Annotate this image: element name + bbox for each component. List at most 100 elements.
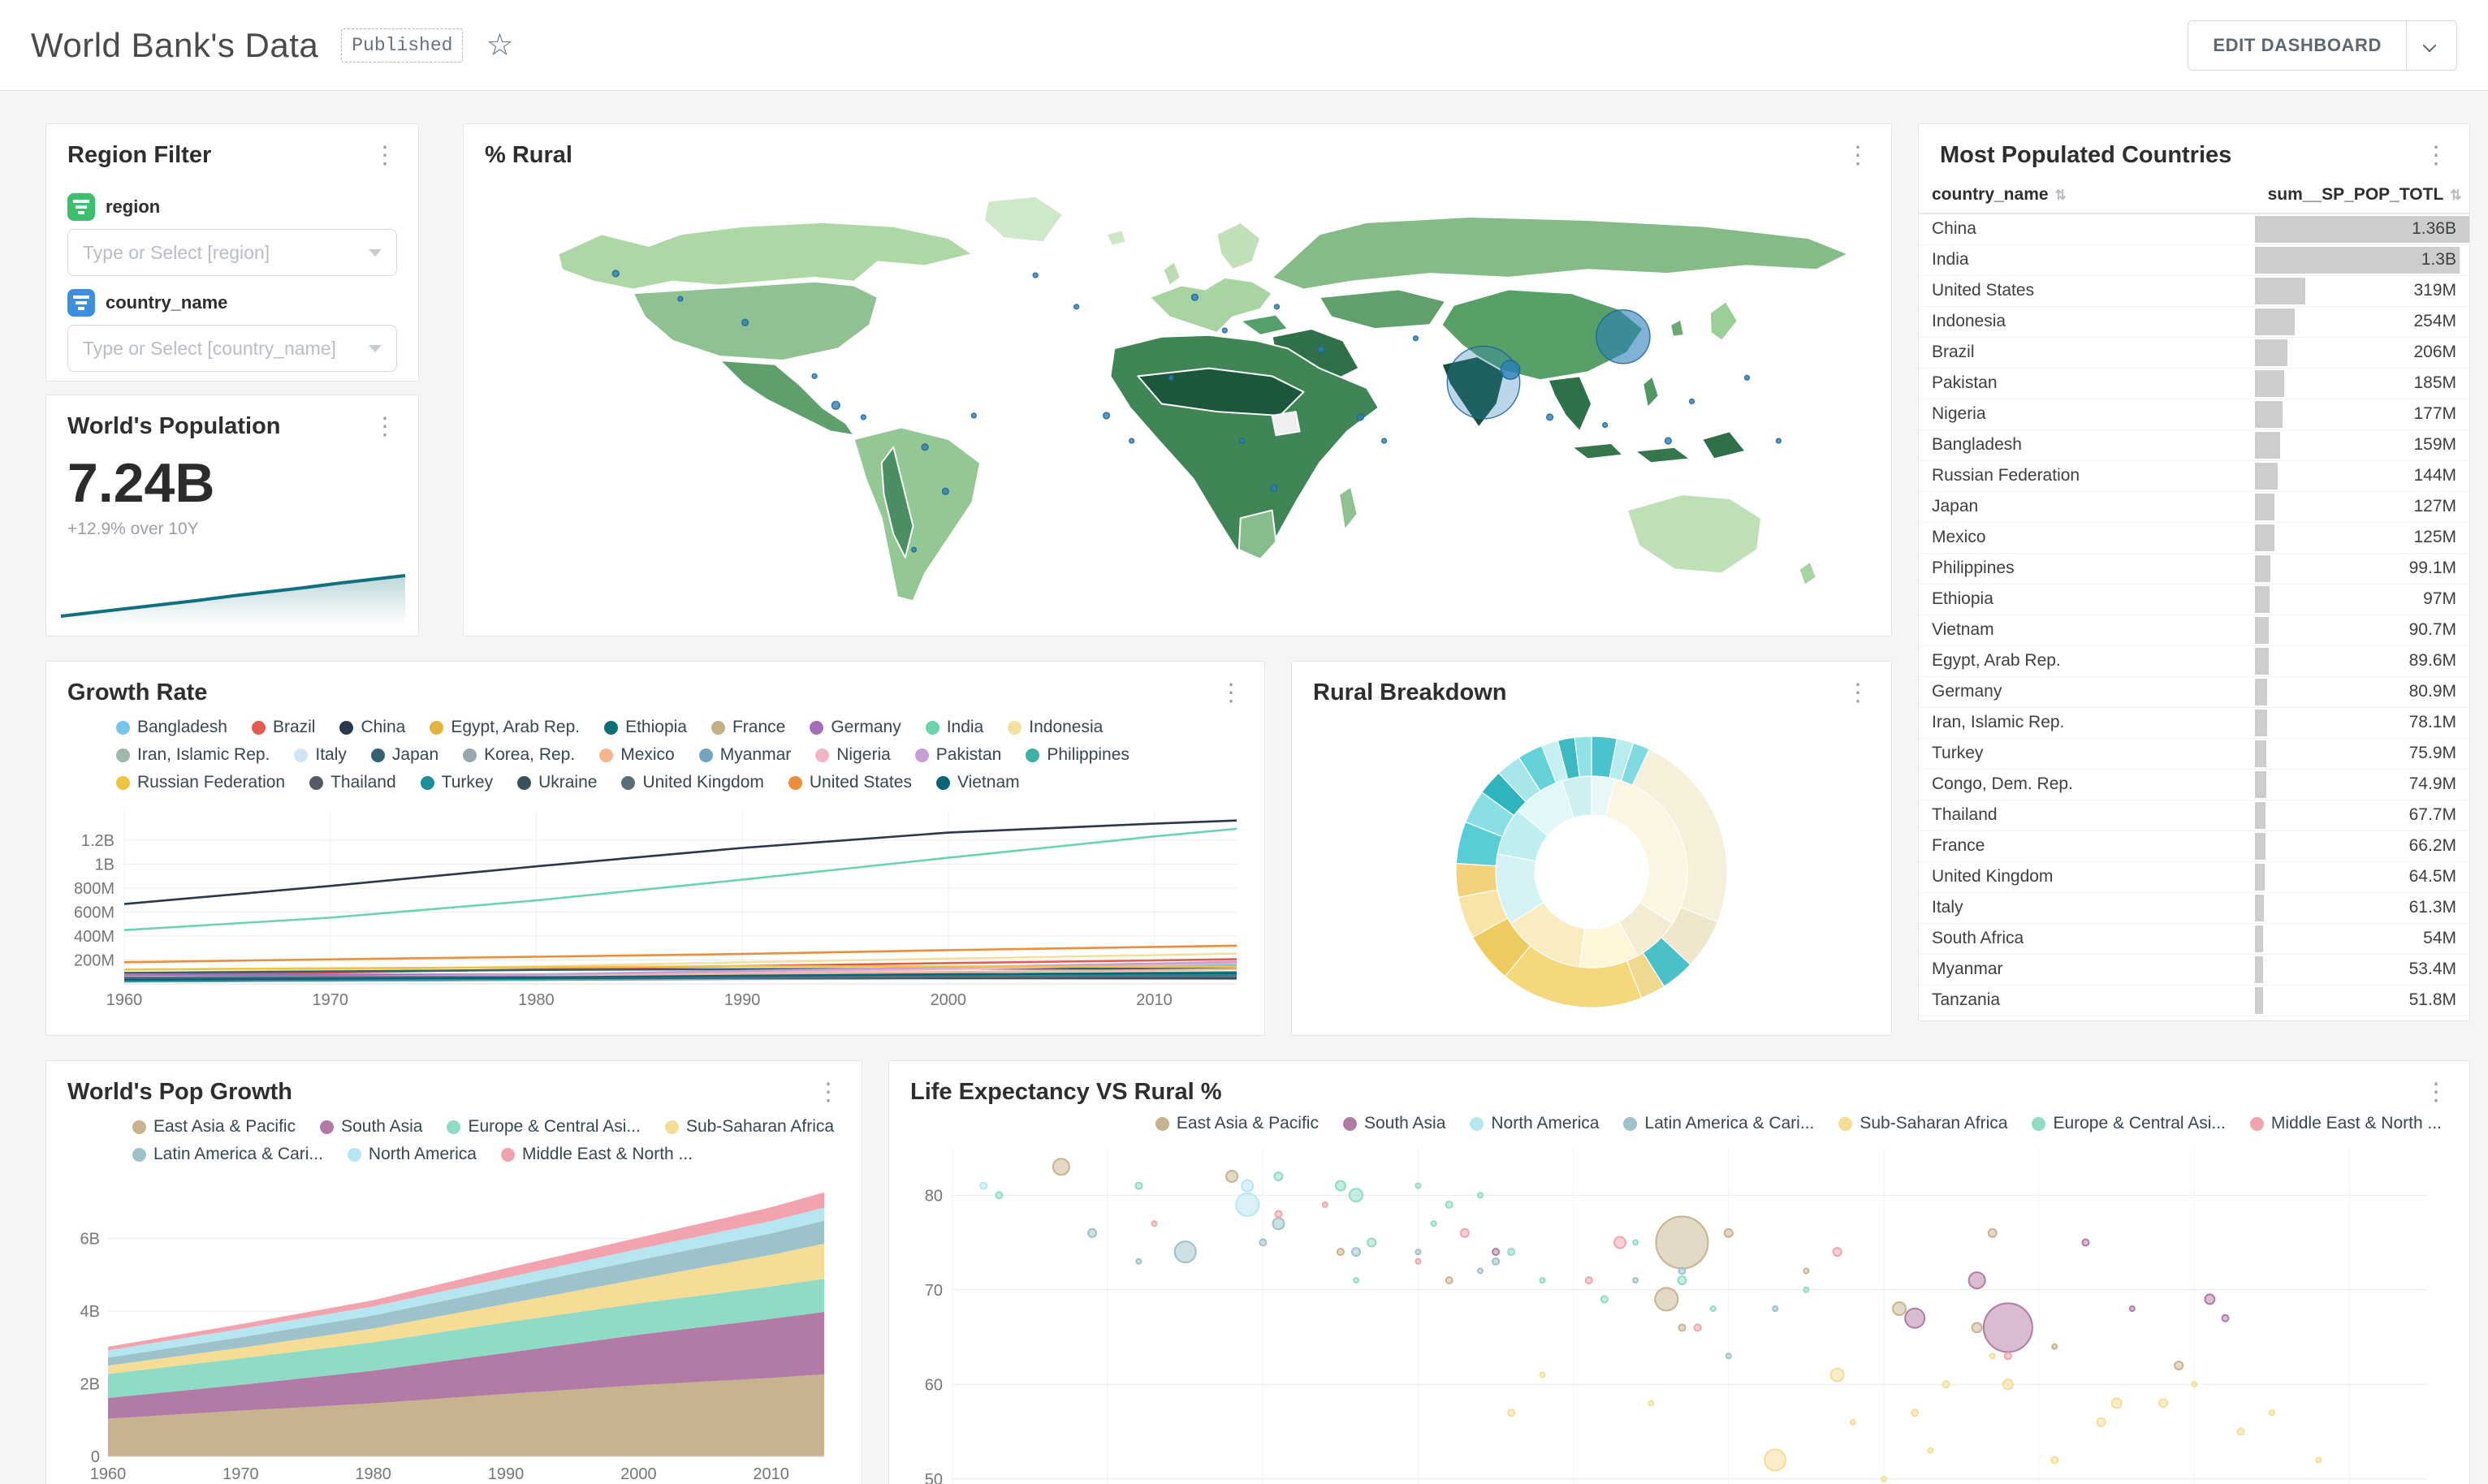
bubble[interactable] xyxy=(1415,1182,1422,1189)
bubble[interactable] xyxy=(2204,1293,2216,1305)
region-south-africa[interactable] xyxy=(1238,509,1277,560)
series-line[interactable] xyxy=(123,972,1238,981)
map-bubble[interactable] xyxy=(921,443,929,451)
more-options-icon[interactable]: ⋮ xyxy=(2424,1078,2448,1106)
map-bubble[interactable] xyxy=(1596,309,1651,365)
bubble[interactable] xyxy=(1272,1217,1285,1231)
bubble[interactable] xyxy=(2315,1456,2322,1464)
legend-item[interactable]: India xyxy=(925,718,983,737)
map-bubble[interactable] xyxy=(1775,438,1782,444)
bubble[interactable] xyxy=(1677,1275,1687,1286)
edit-dashboard-button[interactable]: EDIT DASHBOARD xyxy=(2188,19,2407,71)
growth-rate-chart[interactable]: 1960 1970 1980 1990 2000 2010 200M 400M 600M 800M… xyxy=(63,802,1245,1012)
legend-item[interactable]: Iran, Islamic Rep. xyxy=(116,745,270,765)
bubble[interactable] xyxy=(2236,1427,2245,1436)
bubble[interactable] xyxy=(1321,1201,1328,1208)
bubble[interactable] xyxy=(1151,1220,1158,1227)
bubble[interactable] xyxy=(2110,1397,2123,1409)
map-bubble[interactable] xyxy=(1032,272,1039,278)
table-row[interactable]: Congo, Dem. Rep. 74.9M xyxy=(1919,769,2469,800)
legend-item[interactable]: Europe & Central Asi... xyxy=(2032,1114,2226,1133)
legend-item[interactable]: Europe & Central Asi... xyxy=(447,1117,641,1137)
region-united-states[interactable] xyxy=(632,280,879,361)
bubble[interactable] xyxy=(2096,1417,2106,1427)
map-bubble[interactable] xyxy=(1356,413,1365,421)
map-bubble[interactable] xyxy=(1239,438,1246,444)
more-options-icon[interactable]: ⋮ xyxy=(1219,679,1243,706)
table-row[interactable]: Pakistan 185M xyxy=(1919,368,2469,399)
legend-item[interactable]: Middle East & North ... xyxy=(500,1145,693,1164)
bubble[interactable] xyxy=(2174,1360,2184,1370)
legend-item[interactable]: Pakistan xyxy=(914,745,1001,765)
series-line[interactable] xyxy=(123,827,1238,932)
favorite-star-icon[interactable]: ☆ xyxy=(486,28,514,63)
map-bubble[interactable] xyxy=(1500,360,1521,380)
table-row[interactable]: Thailand 67.7M xyxy=(1919,800,2469,831)
legend-item[interactable]: France xyxy=(711,718,785,737)
bubble[interactable] xyxy=(1632,1277,1639,1284)
bubble[interactable] xyxy=(2191,1381,2198,1388)
map-bubble[interactable] xyxy=(1412,335,1419,342)
region-india[interactable] xyxy=(1441,356,1506,429)
bubble[interactable] xyxy=(1351,1247,1362,1258)
bubble[interactable] xyxy=(1880,1475,1887,1482)
map-bubble[interactable] xyxy=(860,414,866,421)
area-series[interactable] xyxy=(108,1311,824,1419)
region-china[interactable] xyxy=(1441,288,1644,382)
legend-item[interactable]: South Asia xyxy=(320,1117,422,1137)
legend-item[interactable]: Bangladesh xyxy=(116,718,227,737)
region-select[interactable]: Type or Select [region] xyxy=(67,229,397,276)
map-bubble[interactable] xyxy=(831,400,840,410)
table-row[interactable]: China 1.36B xyxy=(1919,214,2469,245)
legend-item[interactable]: Egypt, Arab Rep. xyxy=(430,718,580,737)
bubble[interactable] xyxy=(1772,1305,1779,1313)
country-name-select[interactable]: Type or Select [country_name] xyxy=(67,325,397,372)
life-expectancy-chart[interactable]: 010203040506070809050607080 xyxy=(905,1140,2448,1484)
bubble[interactable] xyxy=(1927,1447,1934,1454)
column-header-country[interactable]: country_name ⇅ xyxy=(1919,177,2255,214)
region-korea[interactable] xyxy=(1669,318,1685,338)
region-turkey[interactable] xyxy=(1239,313,1289,336)
map-bubble[interactable] xyxy=(970,412,977,419)
bubble[interactable] xyxy=(2051,1343,2058,1350)
bubble[interactable] xyxy=(1942,1380,1950,1389)
legend-item[interactable]: Indonesia xyxy=(1008,718,1103,737)
bubble[interactable] xyxy=(1259,1238,1268,1247)
map-bubble[interactable] xyxy=(1190,293,1199,301)
more-options-icon[interactable]: ⋮ xyxy=(2424,141,2448,169)
population-sparkline[interactable] xyxy=(58,559,408,628)
more-options-icon[interactable]: ⋮ xyxy=(1846,679,1870,706)
bubble[interactable] xyxy=(1367,1237,1377,1248)
bubble[interactable] xyxy=(1539,1371,1546,1378)
bubble[interactable] xyxy=(2221,1314,2230,1322)
rural-breakdown-donut[interactable] xyxy=(1292,714,1891,1026)
bubble[interactable] xyxy=(1725,1352,1732,1360)
map-bubble[interactable] xyxy=(811,373,818,379)
column-header-population[interactable]: sum__SP_POP_TOTL ⇅ xyxy=(2254,177,2469,214)
legend-item[interactable]: Vietnam xyxy=(935,773,1020,792)
legend-item[interactable]: East Asia & Pacific xyxy=(1155,1114,1319,1133)
table-row[interactable]: United States 319M xyxy=(1919,275,2469,307)
region-andes[interactable] xyxy=(880,446,914,559)
region-greenland[interactable] xyxy=(983,195,1065,244)
region-scandinavia[interactable] xyxy=(1216,221,1261,271)
bubble[interactable] xyxy=(1982,1302,2033,1353)
map-bubble[interactable] xyxy=(1129,438,1135,444)
table-row[interactable]: United Kingdom 64.5M xyxy=(1919,861,2469,893)
legend-item[interactable]: Philippines xyxy=(1026,745,1130,765)
bubble[interactable] xyxy=(1492,1248,1501,1257)
bubble[interactable] xyxy=(1241,1179,1255,1193)
bubble[interactable] xyxy=(2003,1352,2012,1361)
region-madagascar[interactable] xyxy=(1338,485,1358,531)
series-line[interactable] xyxy=(123,952,1238,975)
bubble[interactable] xyxy=(1892,1301,1907,1317)
bubble[interactable] xyxy=(2002,1378,2014,1391)
bubble[interactable] xyxy=(1648,1400,1655,1407)
bubble[interactable] xyxy=(2128,1305,2136,1313)
legend-item[interactable]: East Asia & Pacific xyxy=(132,1117,296,1137)
legend-item[interactable]: Latin America & Cari... xyxy=(132,1145,323,1164)
map-bubble[interactable] xyxy=(1221,327,1228,334)
bubble[interactable] xyxy=(1134,1181,1143,1190)
bubble[interactable] xyxy=(1904,1307,1926,1329)
